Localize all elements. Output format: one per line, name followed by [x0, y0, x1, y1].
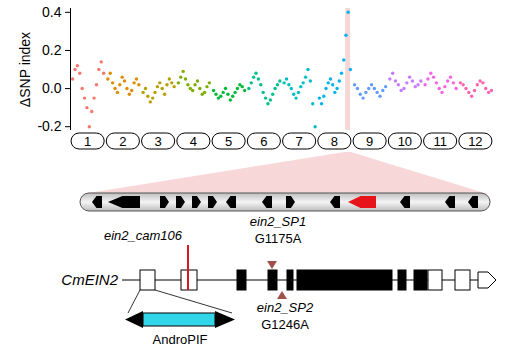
svg-text:2: 2 [119, 134, 126, 149]
svg-text:CmEIN2: CmEIN2 [61, 271, 118, 288]
svg-text:5: 5 [225, 134, 232, 149]
svg-text:G1246A: G1246A [261, 317, 309, 332]
svg-text:0.0: 0.0 [42, 80, 62, 96]
svg-text:ein2_cam106: ein2_cam106 [104, 228, 183, 243]
svg-text:G1175A: G1175A [255, 231, 302, 246]
svg-text:ein2_SP2: ein2_SP2 [257, 300, 314, 315]
svg-text:ΔSNP index: ΔSNP index [17, 32, 33, 107]
svg-text:0.2: 0.2 [42, 42, 62, 58]
svg-text:10: 10 [398, 134, 412, 149]
svg-text:4: 4 [190, 134, 197, 149]
svg-text:1: 1 [84, 134, 91, 149]
svg-text:6: 6 [260, 134, 267, 149]
svg-text:3: 3 [155, 134, 162, 149]
svg-text:-0.2: -0.2 [37, 118, 61, 134]
svg-text:11: 11 [433, 134, 447, 149]
svg-text:8: 8 [331, 134, 338, 149]
svg-text:9: 9 [366, 134, 373, 149]
svg-text:7: 7 [296, 134, 303, 149]
svg-text:0.4: 0.4 [42, 4, 62, 20]
svg-text:ein2_SP1: ein2_SP1 [250, 214, 306, 229]
svg-text:12: 12 [468, 134, 482, 149]
svg-text:AndroPIF: AndroPIF [153, 332, 208, 347]
